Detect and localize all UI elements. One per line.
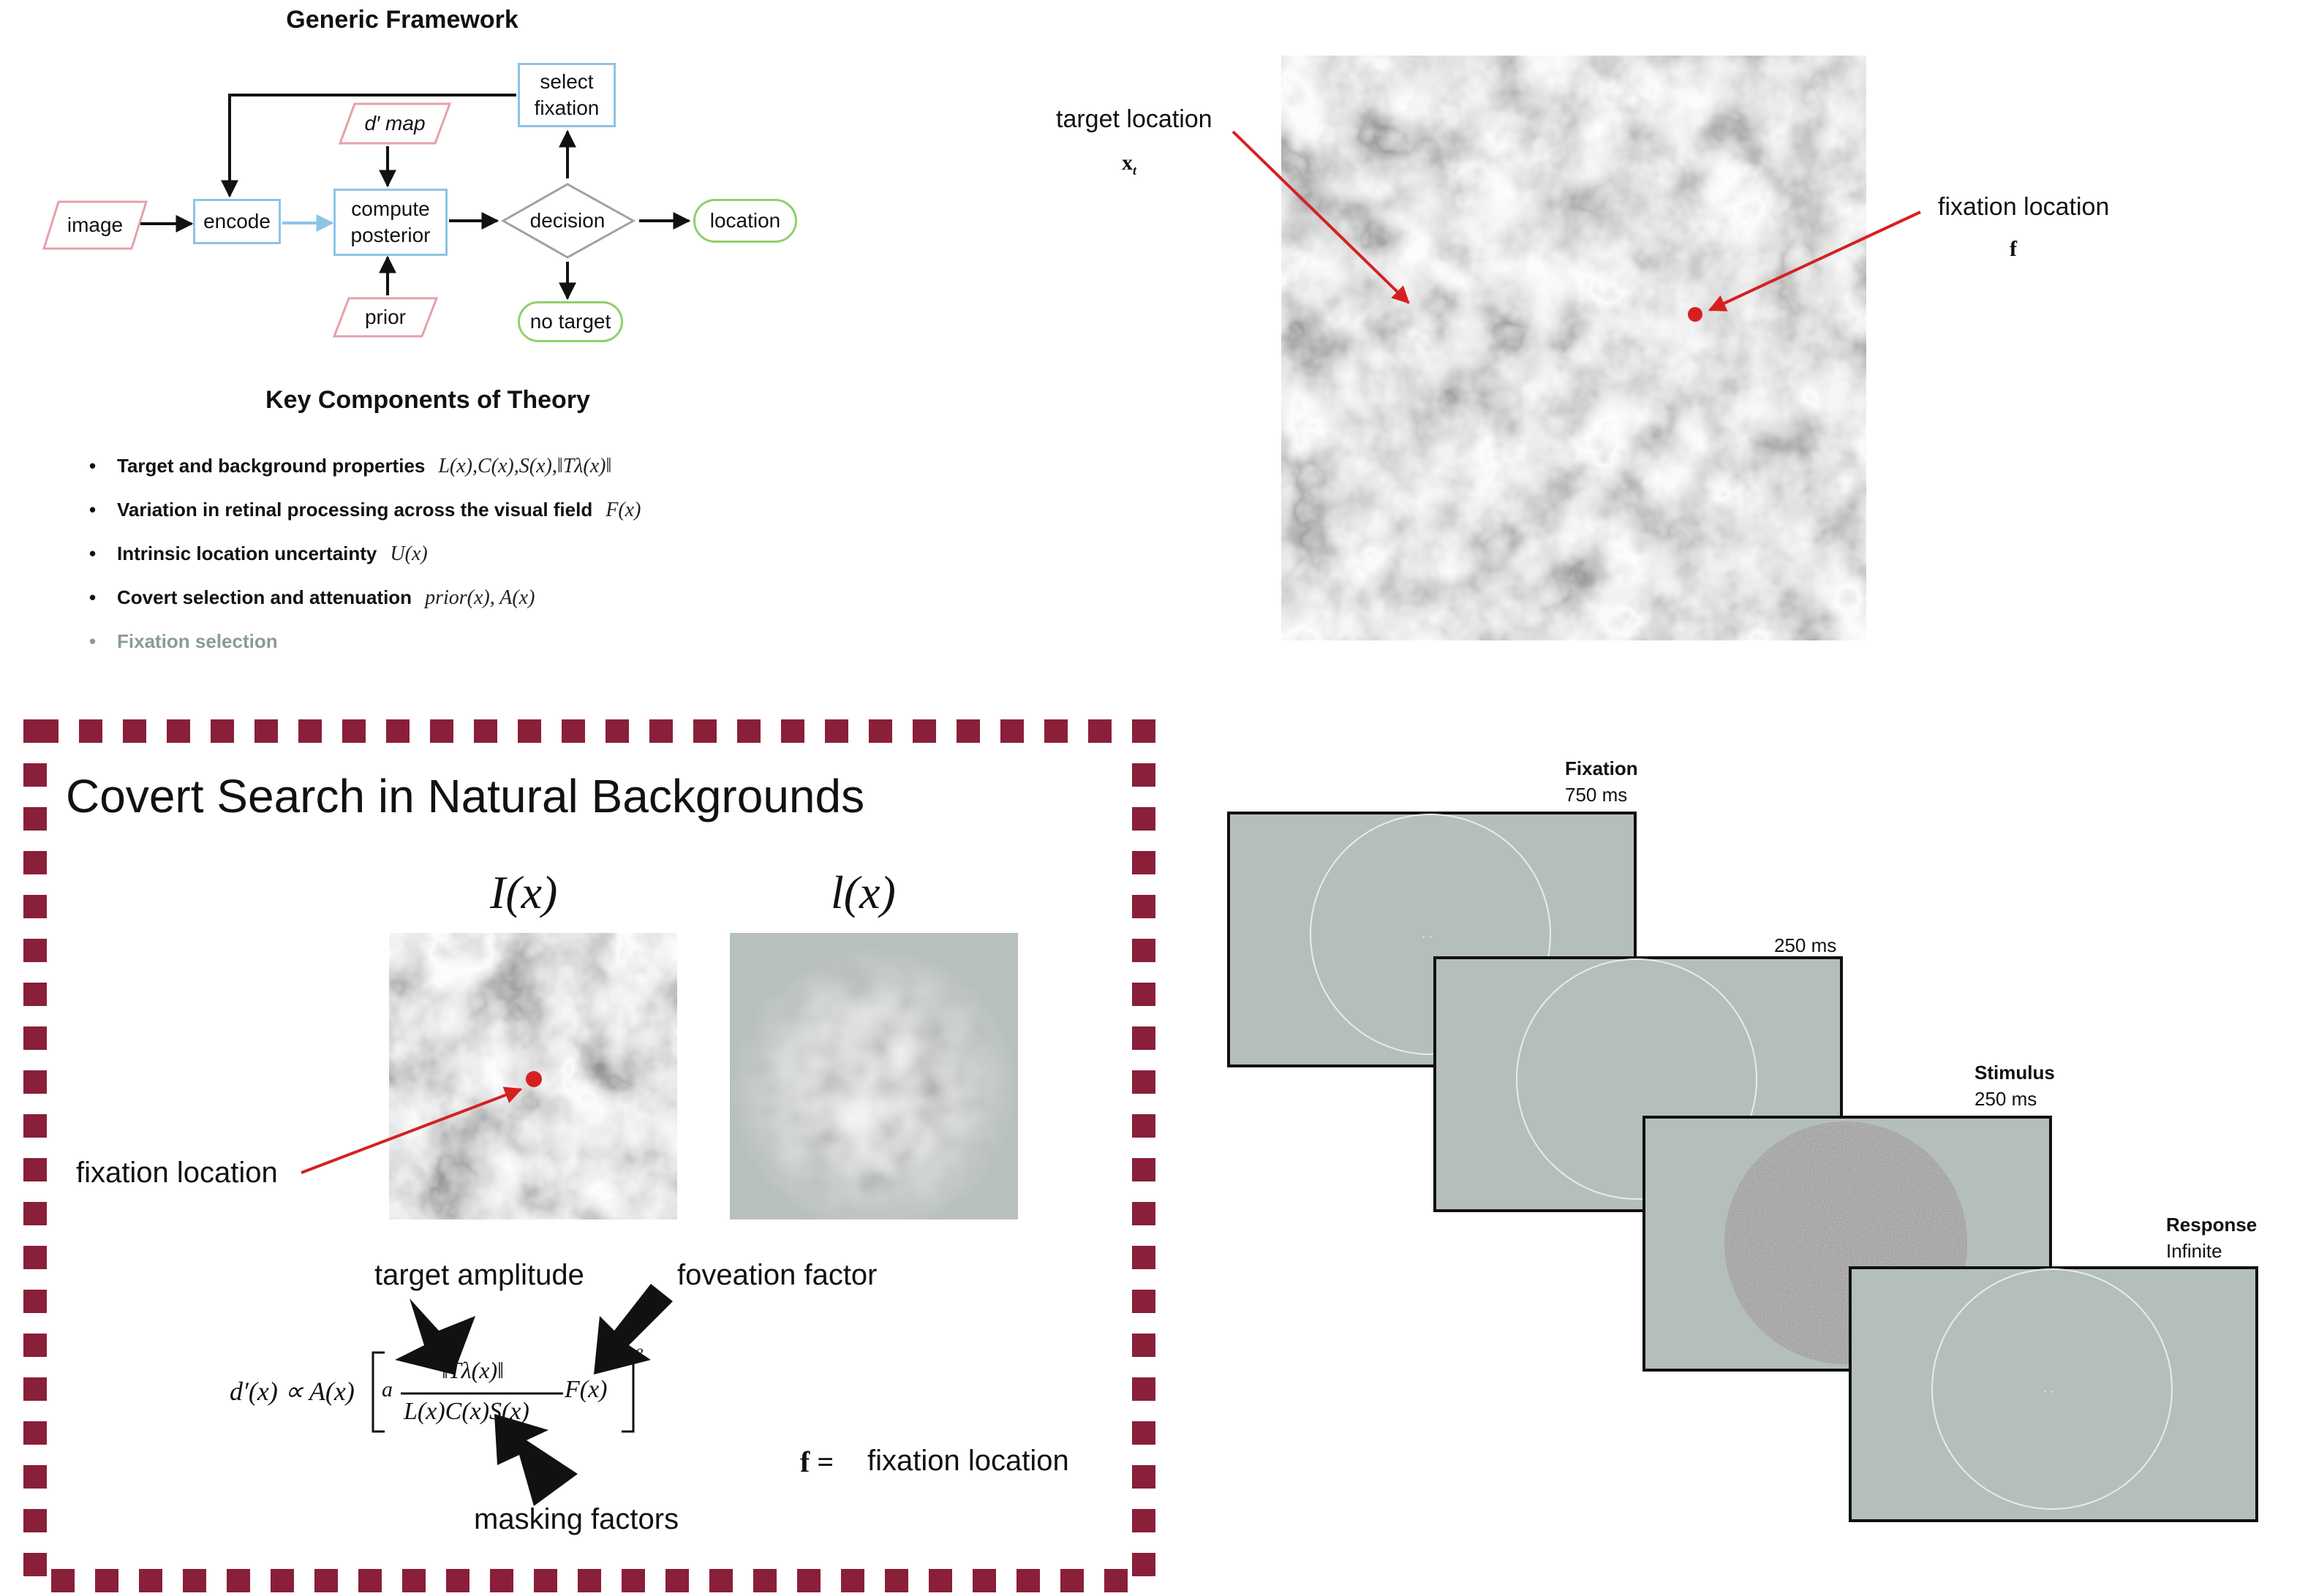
foveation-factor-arrow	[594, 1284, 673, 1374]
svg-text:· ·: · ·	[2043, 1385, 2054, 1398]
target-amplitude-arrow	[395, 1298, 475, 1374]
theory-bullet-2: Variation in retinal processing across t…	[89, 499, 641, 522]
target-location-label: target location	[1056, 105, 1212, 133]
node-select-line2: fixation	[534, 97, 600, 119]
formula-bracket-left	[371, 1351, 385, 1433]
f-equals: f =	[800, 1445, 834, 1478]
formula-bracket-right	[622, 1351, 635, 1433]
stimulus-time: 250 ms	[1974, 1088, 2037, 1110]
response-time: Infinite	[2166, 1240, 2222, 1262]
node-image-label: image	[67, 213, 124, 236]
target-pointer	[1232, 130, 1410, 304]
node-location: location	[693, 199, 797, 243]
theory-bullet-1-math: L(x),C(x),S(x),‖Tλ(x)‖	[438, 455, 612, 477]
screen-response: · ·	[1849, 1266, 2258, 1522]
svg-text:· ·: · ·	[1422, 931, 1433, 943]
covert-fixation-location: fixation location	[76, 1157, 278, 1189]
covert-title: Covert Search in Natural Backgrounds	[66, 770, 865, 822]
theory-bullet-3: Intrinsic location uncertainty U(x)	[89, 542, 428, 566]
image-input-shape	[42, 200, 148, 250]
node-compute-line2: posterior	[350, 224, 431, 246]
dprime-map-shape	[338, 102, 452, 145]
filtered-image-fade	[730, 933, 1018, 1219]
fixation-dot-I	[526, 1071, 542, 1087]
theory-bullet-3-math: U(x)	[390, 542, 428, 565]
arrow-select-encode	[221, 94, 516, 198]
theory-bullet-2-math: F(x)	[606, 499, 641, 521]
label-I-x: I(x)	[490, 866, 558, 918]
fixation-symbol: f	[2010, 237, 2017, 261]
fixation-pointer-covert	[301, 1086, 523, 1174]
foveation-factor-label: foveation factor	[677, 1259, 878, 1291]
masking-factors-label: masking factors	[474, 1503, 679, 1535]
theory-bullet-4-math: prior(x), A(x)	[425, 586, 535, 609]
formula-numerator: ‖Tλ(x)‖	[442, 1357, 505, 1383]
target-symbol-x: x	[1122, 151, 1133, 175]
theory-bullet-3-text: Intrinsic location uncertainty	[117, 542, 377, 564]
target-symbol: xt	[1122, 151, 1136, 178]
fixation-time: 750 ms	[1565, 784, 1628, 806]
label-l-x: l(x)	[831, 866, 896, 918]
node-compute-line1: compute	[351, 197, 430, 220]
stimulus-title: Stimulus	[1974, 1062, 2055, 1083]
covert-search-frame	[23, 719, 1155, 1592]
framework-title: Generic Framework	[286, 6, 518, 34]
masking-factors-arrow	[494, 1414, 578, 1506]
theory-bullet-5-text: Fixation selection	[117, 630, 278, 652]
node-select-fixation: select fixation	[518, 63, 616, 127]
fixation-pointer	[1708, 211, 1921, 311]
node-decision-label: decision	[529, 209, 606, 232]
target-symbol-sub: t	[1133, 163, 1137, 178]
node-prior-label: prior	[364, 306, 406, 328]
node-encode: encode	[193, 199, 281, 244]
fixation-marker	[1688, 307, 1702, 322]
fixation-title: Fixation	[1565, 757, 1638, 779]
node-select-line1: select	[540, 70, 594, 93]
prior-shape	[332, 297, 439, 338]
theory-bullet-4: Covert selection and attenuation prior(x)…	[89, 586, 535, 610]
formula-F: F(x)	[565, 1376, 608, 1403]
node-compute-posterior: compute posterior	[333, 189, 448, 256]
formula-denominator: L(x)C(x)S(x)	[404, 1398, 529, 1425]
forest-photo	[1281, 56, 1866, 640]
node-dprime-map-label: d′ map	[364, 112, 426, 135]
theory-bullet-2-text: Variation in retinal processing across t…	[117, 499, 593, 521]
node-no-target: no target	[518, 301, 623, 342]
formula-exponent: β	[635, 1345, 643, 1364]
theory-bullet-1-text: Target and background properties	[117, 455, 426, 477]
response-title: Response	[2166, 1214, 2258, 1236]
blank-time: 250 ms	[1774, 934, 1837, 956]
formula-lhs: d′(x) ∝ A(x)	[230, 1377, 355, 1406]
formula-a: a	[382, 1377, 393, 1402]
target-amplitude-label: target amplitude	[374, 1259, 584, 1291]
theory-title: Key Components of Theory	[265, 386, 590, 414]
f-fixation-location: fixation location	[867, 1445, 1069, 1477]
theory-bullet-4-text: Covert selection and attenuation	[117, 586, 412, 608]
fixation-location-label: fixation location	[1938, 193, 2110, 221]
theory-bullet-1: Target and background properties L(x),C(x…	[89, 455, 612, 478]
theory-bullet-5: Fixation selection	[89, 630, 278, 653]
decision-shape	[500, 183, 636, 259]
